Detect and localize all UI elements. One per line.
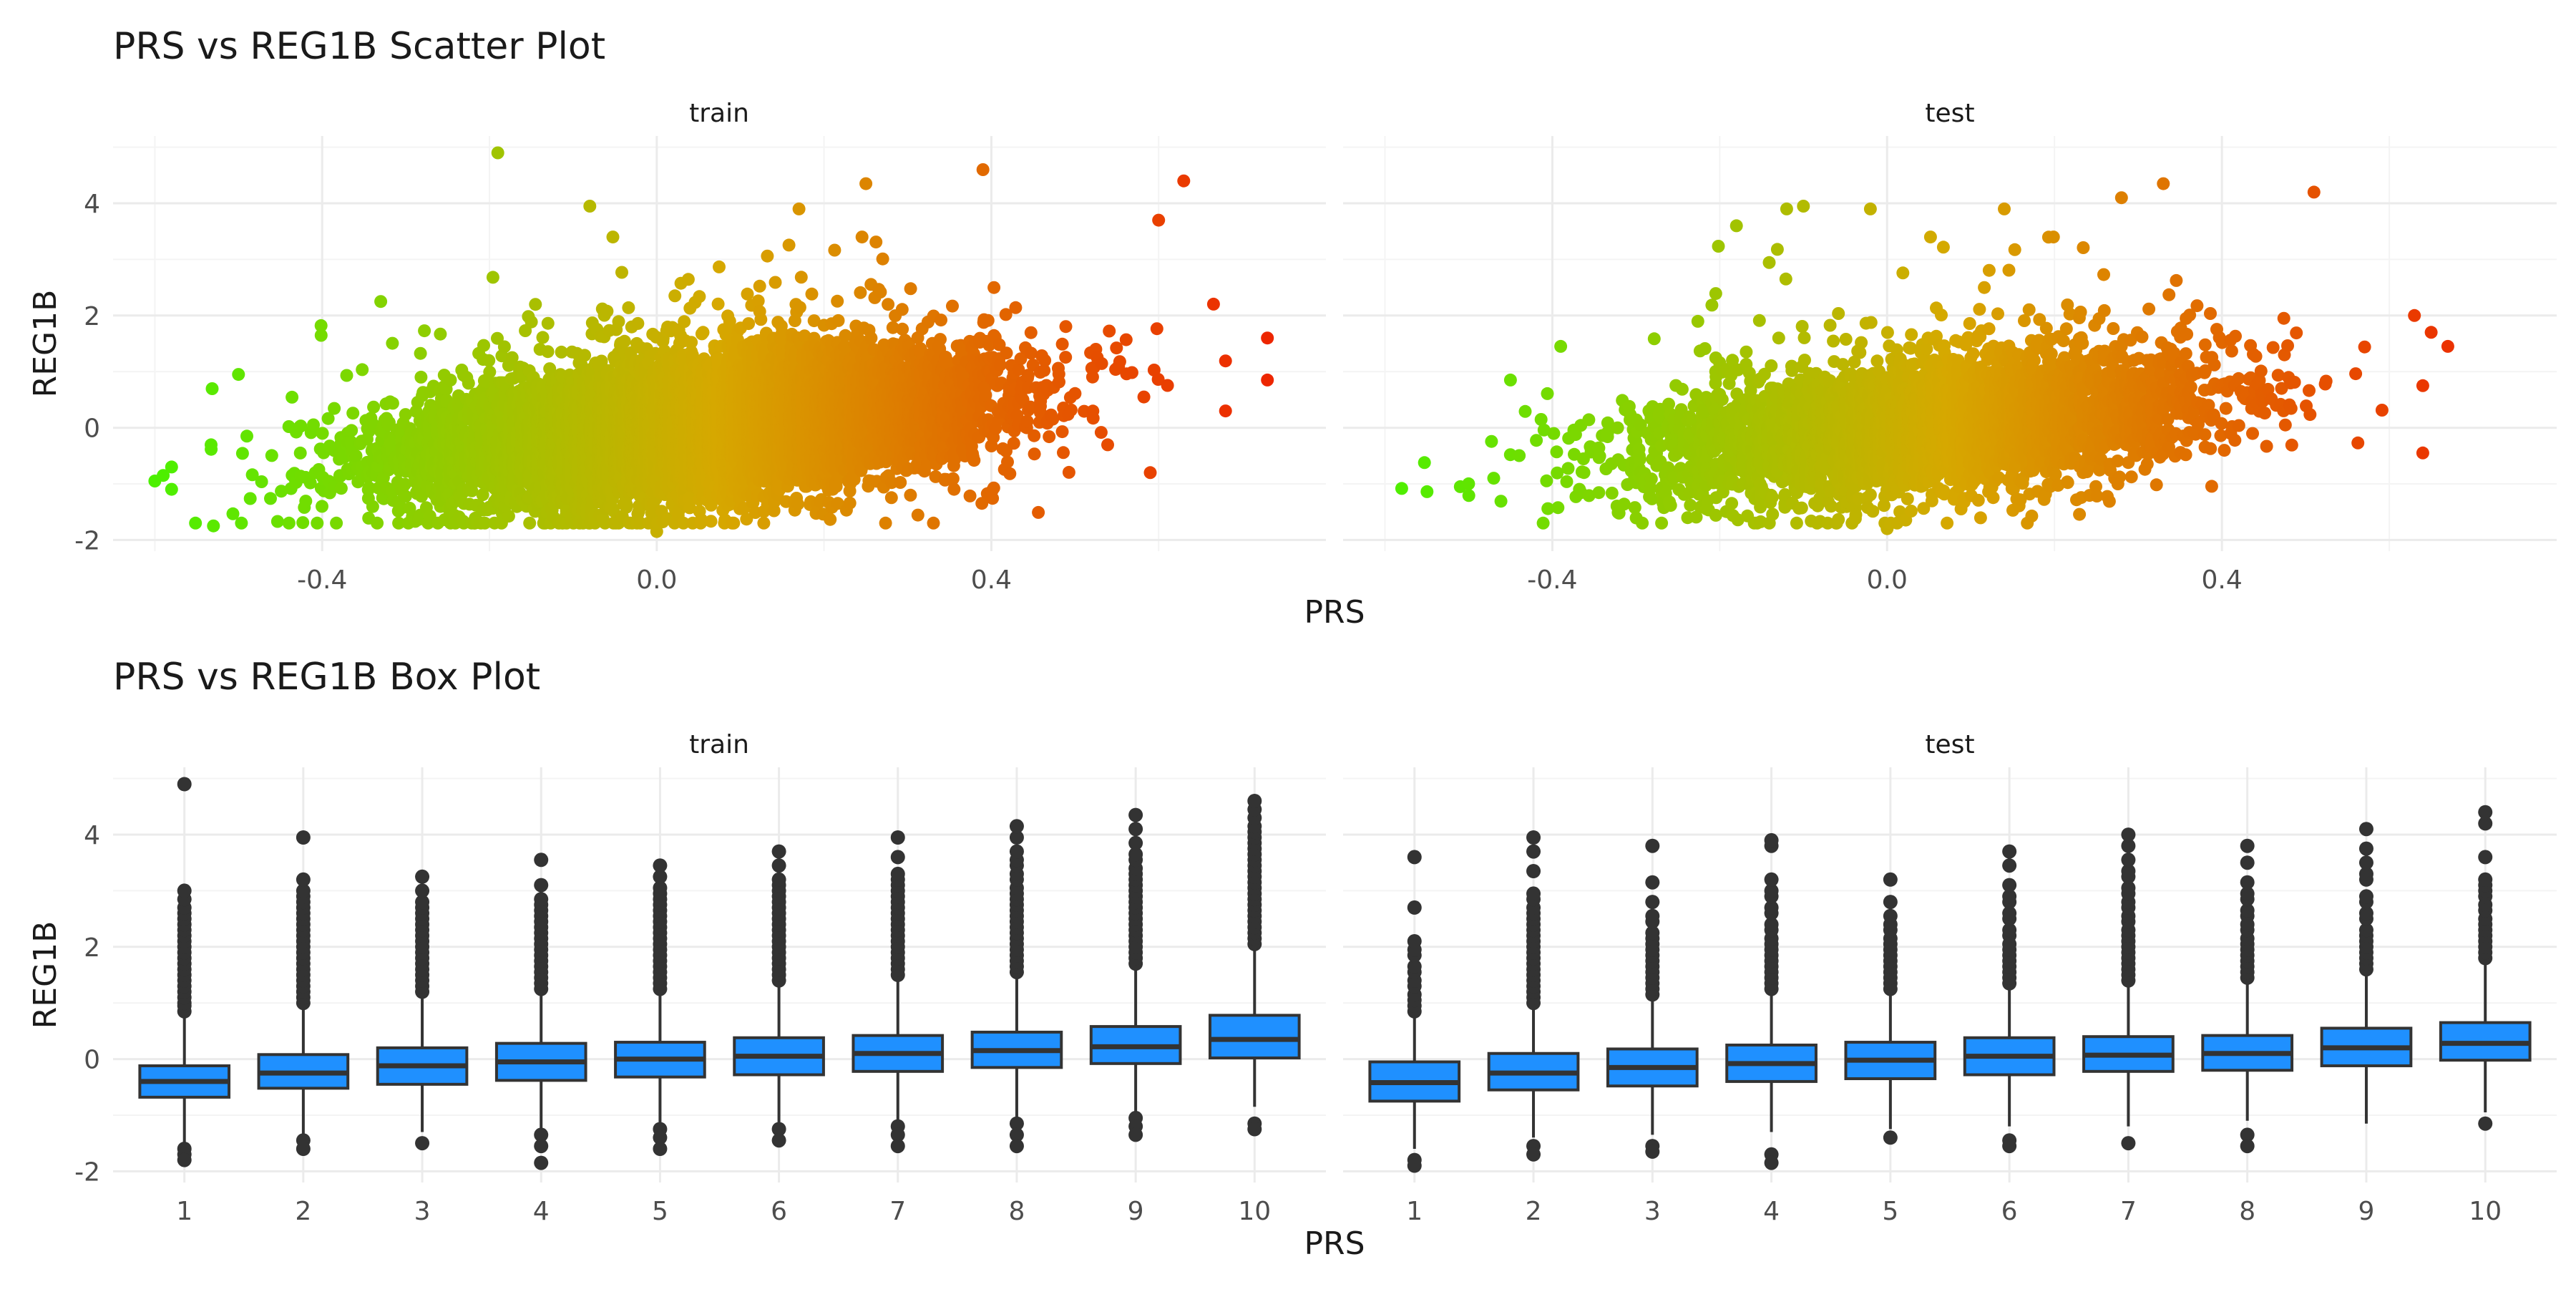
scatter-point	[487, 271, 499, 283]
scatter-point	[678, 315, 691, 328]
y-tick-label: 4	[84, 190, 100, 219]
scatter-point	[165, 483, 178, 496]
scatter-point	[418, 324, 431, 337]
scatter-point	[483, 366, 496, 379]
scatter-point	[618, 335, 631, 348]
scatter-point	[255, 475, 268, 488]
scatter-point	[705, 515, 718, 528]
scatter-point	[607, 230, 620, 243]
scatter-point	[414, 371, 427, 384]
scatter-point	[366, 500, 379, 513]
scatter-point	[600, 305, 613, 318]
scatter-point	[371, 517, 384, 530]
scatter-point	[271, 515, 284, 528]
scatter-point	[235, 517, 248, 530]
x-tick-label: 0.0	[636, 565, 677, 595]
scatter-point	[386, 397, 399, 409]
scatter-point	[498, 341, 511, 354]
scatter-point	[346, 407, 359, 419]
box-y-axis-title: REG1B	[27, 921, 64, 1029]
x-tick-label: 0.4	[971, 565, 1012, 595]
scatter-point	[542, 345, 555, 358]
scatter-point	[374, 295, 387, 308]
x-tick-label: -0.4	[297, 565, 347, 595]
box-facet-test-label: test	[1925, 730, 1974, 759]
scatter-point	[232, 368, 245, 381]
scatter-point	[477, 339, 490, 352]
scatter-point	[399, 490, 412, 502]
scatter-point	[286, 391, 298, 404]
y-tick-label: -2	[74, 526, 100, 555]
scatter-point	[299, 495, 312, 507]
scatter-x-axis-title: PRS	[1304, 594, 1365, 631]
scatter-point	[462, 377, 475, 389]
scatter-point	[311, 517, 323, 530]
scatter-point	[330, 517, 343, 530]
scatter-point	[414, 347, 427, 360]
scatter-y-axis-title: REG1B	[27, 290, 64, 398]
scatter-point	[283, 517, 296, 530]
scatter-facet-train-label: train	[689, 99, 749, 128]
scatter-point	[206, 382, 219, 395]
scatter-point	[697, 326, 710, 339]
box-title: PRS vs REG1B Box Plot	[113, 656, 540, 699]
scatter-point	[583, 200, 596, 213]
scatter-point	[244, 492, 257, 505]
scatter-point	[578, 349, 591, 361]
scatter-point	[189, 517, 202, 530]
y-tick-label: 2	[84, 302, 100, 331]
scatter-point	[482, 354, 495, 367]
scatter-point	[296, 516, 309, 529]
scatter-point	[294, 447, 307, 460]
scatter-point	[367, 401, 380, 414]
scatter-point	[682, 273, 695, 286]
scatter-point	[615, 266, 628, 279]
scatter-point	[165, 460, 178, 473]
scatter-points-train	[148, 147, 1274, 538]
scatter-point	[386, 337, 399, 350]
scatter-point	[620, 498, 633, 511]
scatter-panel-train: -0.4 0.0 0.4 -2 0 2 4	[74, 136, 1326, 595]
scatter-point	[316, 427, 329, 439]
scatter-point	[205, 443, 218, 456]
scatter-point	[542, 317, 555, 330]
scatter-point	[492, 147, 504, 160]
box-facet-train-label: train	[689, 730, 749, 759]
scatter-point	[345, 424, 358, 437]
scatter-point	[240, 429, 253, 442]
scatter-point	[631, 317, 644, 330]
scatter-point	[356, 363, 369, 376]
scatter-point	[236, 447, 249, 460]
scatter-point	[264, 492, 277, 505]
y-tick-label: 0	[84, 414, 100, 444]
scatter-point	[693, 290, 706, 303]
scatter-point	[328, 402, 341, 415]
scatter-title: PRS vs REG1B Scatter Plot	[113, 25, 605, 68]
scatter-point	[537, 331, 550, 344]
scatter-point	[525, 316, 538, 329]
scatter-point	[207, 520, 220, 533]
scatter-point	[316, 500, 328, 513]
scatter-point	[315, 329, 328, 342]
scatter-point	[444, 374, 457, 387]
scatter-point	[265, 449, 278, 462]
scatter-point	[434, 328, 447, 341]
scatter-point	[335, 482, 348, 495]
scatter-facet-test-label: test	[1925, 99, 1974, 128]
scatter-point	[622, 301, 635, 314]
scatter-point	[341, 369, 353, 382]
scatter-point	[613, 315, 625, 328]
scatter-point	[523, 517, 536, 530]
box-x-axis-title: PRS	[1304, 1225, 1365, 1262]
scatter-point	[529, 298, 542, 311]
scatter-point	[668, 289, 681, 302]
